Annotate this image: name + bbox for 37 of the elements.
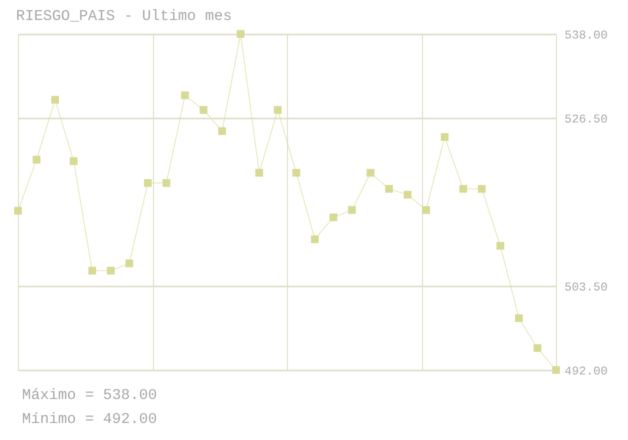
point: [459, 184, 468, 193]
y-tick-label: 503.50: [564, 280, 608, 294]
point: [125, 259, 134, 268]
point: [274, 106, 282, 114]
point: [366, 168, 374, 177]
point: [32, 156, 40, 164]
chart-title: RIESGO_PAIS - Ultimo mes: [16, 8, 232, 25]
point: [440, 133, 449, 141]
point: [404, 190, 412, 199]
point: [330, 213, 338, 222]
point: [51, 96, 59, 104]
point: [144, 179, 152, 187]
y-tick-label: 526.50: [564, 112, 608, 126]
point: [181, 91, 189, 100]
point: [255, 168, 264, 177]
point: [106, 266, 115, 275]
y-tick-label: 492.00: [564, 364, 608, 378]
point: [348, 206, 356, 214]
point: [236, 30, 244, 38]
y-tick-label: 538.00: [564, 28, 608, 42]
point: [200, 106, 208, 114]
point: [496, 242, 504, 250]
point: [478, 184, 486, 193]
text: Máximo = 538.00: [22, 386, 158, 406]
point: [88, 266, 96, 275]
point: [162, 179, 170, 187]
point: [534, 344, 542, 352]
point: [515, 314, 523, 322]
text: Mínimo = 492.00: [22, 410, 158, 430]
point: [218, 127, 226, 136]
point: [310, 235, 319, 244]
point: [70, 157, 78, 165]
point: [422, 206, 430, 214]
point: [292, 168, 300, 177]
point: [552, 366, 560, 374]
point: [385, 184, 393, 193]
point: [14, 206, 22, 215]
